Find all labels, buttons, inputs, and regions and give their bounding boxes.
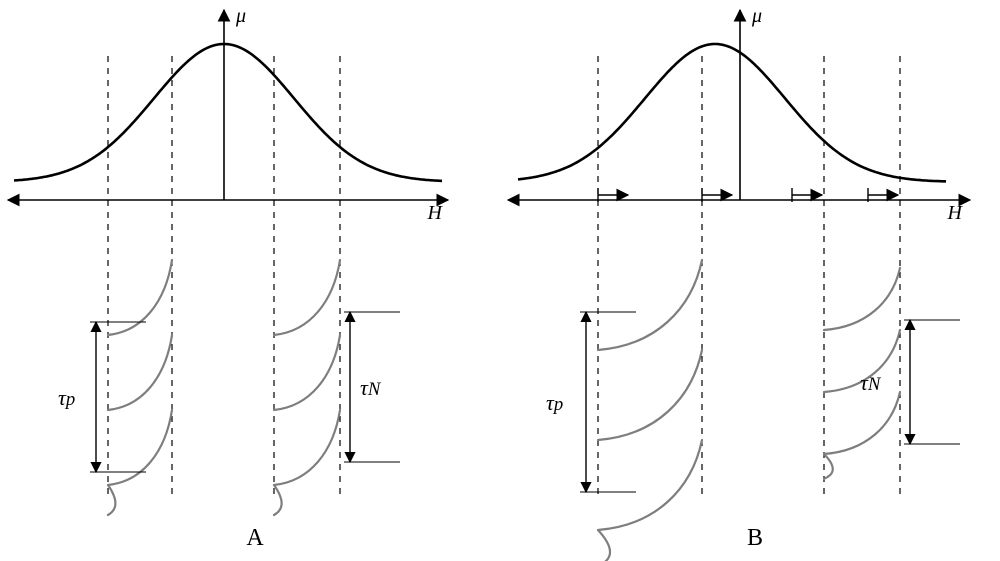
dimension-label: τN [860,370,882,395]
dimension-tauP: τp [546,312,636,492]
dimension-label: τN [360,375,382,400]
y-axis-label: μ [235,5,246,27]
x-axis-label: H [427,202,444,224]
permeability-curve [518,44,946,181]
dimension-tauP: τp [58,322,146,472]
x-axis-label: H [947,202,964,224]
tooth-profile-left [108,260,172,515]
panelB: μ Hτp τN B [508,5,970,561]
tooth-profile-left [598,260,702,561]
dimension-tauN: τN [344,312,400,462]
tooth-profile-right [274,260,340,515]
y-axis-label: μ [751,5,762,27]
dimension-label: τp [58,385,75,410]
permeability-curve [14,44,442,181]
panel-label: B [747,525,763,551]
dimension-label: τp [546,390,563,415]
dimension-tauN: τN [860,320,960,444]
panelA: μ Hτp τN A [8,5,448,551]
panel-label: A [246,525,264,551]
